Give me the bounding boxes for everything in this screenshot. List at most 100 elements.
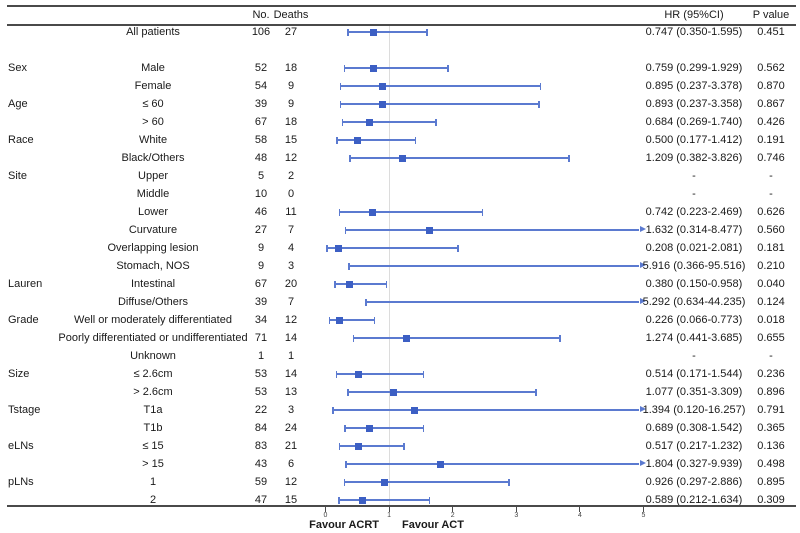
no-value: 48 [254,152,268,164]
ci-cap-right [568,154,570,162]
subgroup-label: Lower [138,206,168,218]
subgroup-label: Poorly differentiated or undifferentiate… [58,332,248,344]
subgroup-label: T1b [143,422,163,434]
deaths-value: 18 [284,116,298,128]
p-value: 0.562 [757,62,785,74]
no-value: 54 [254,80,268,92]
hr-point-marker [353,136,361,144]
p-value: 0.498 [757,458,785,470]
hr-point-marker [336,316,344,324]
p-value: 0.791 [757,404,785,416]
deaths-value: 11 [285,206,297,218]
hr-point-marker [354,370,362,378]
column-header-no: No. [252,9,270,21]
subgroup-label: Intestinal [130,278,176,290]
ci-cap-left [346,28,349,36]
hr-point-marker [335,244,343,252]
hr-ci-value: - [692,170,696,182]
no-value: 59 [254,476,268,488]
p-value: 0.895 [757,476,785,488]
p-value: 0.896 [757,386,785,398]
ci-line [329,319,375,321]
ci-cap-right [414,136,417,144]
ci-line [338,499,430,501]
hr-point-marker [359,496,367,504]
ci-line [339,445,404,447]
ci-line [347,31,427,33]
ci-line [326,247,458,249]
no-value: 27 [254,224,268,236]
no-value: 71 [254,332,268,344]
ci-cap-left [344,424,346,432]
ci-cap-right [403,442,405,450]
group-label: Site [8,170,27,182]
no-value: 53 [254,386,268,398]
hr-point-marker [369,28,377,36]
p-value: 0.040 [757,278,785,290]
no-value: 39 [254,98,268,110]
p-value: 0.626 [757,206,785,218]
deaths-value: 18 [284,62,298,74]
no-value: 47 [254,494,268,506]
hr-ci-value: - [692,188,696,200]
deaths-value: 4 [287,242,295,254]
axis-tick [452,506,454,512]
deaths-value: 3 [287,260,295,272]
hr-ci-value: 0.589 (0.212-1.634) [645,494,743,506]
ci-line [345,229,640,231]
no-value: 52 [254,62,268,74]
hr-point-marker [398,154,406,162]
subgroup-label: > 2.6cm [133,386,173,398]
hr-point-marker [365,118,373,126]
deaths-value: 14 [284,332,298,344]
p-value: 0.236 [757,368,785,380]
ci-cap-left [345,460,348,468]
ci-arrowhead [639,460,646,467]
ci-line [348,265,640,267]
ci-cap-left [347,388,349,396]
deaths-value: 6 [287,458,295,470]
ci-line [335,283,387,285]
p-value: - [769,350,773,362]
ci-line [344,67,449,69]
hr-ci-value: 0.926 (0.297-2.886) [645,476,743,488]
hr-ci-value: 0.226 (0.066-0.773) [645,314,743,326]
deaths-value: 7 [287,224,295,236]
hr-ci-value: 0.747 (0.350-1.595) [645,26,743,38]
group-label: Tstage [8,404,41,416]
deaths-value: 12 [284,314,298,326]
no-value: 10 [254,188,268,200]
deaths-value: 13 [284,386,298,398]
header-rule [7,24,796,26]
hr-point-marker [425,226,433,234]
ci-arrowhead [639,298,646,305]
no-value: 22 [254,404,268,416]
hr-ci-value: 0.689 (0.308-1.542) [645,422,743,434]
p-value: 0.870 [757,80,785,92]
ci-cap-right [559,334,561,342]
hr-ci-value: 1.274 (0.441-3.685) [645,332,743,344]
subgroup-label: Black/Others [121,152,185,164]
group-label: Size [8,368,30,380]
subgroup-label: Diffuse/Others [117,296,189,308]
no-value: 43 [254,458,268,470]
subgroup-label: Female [134,80,172,92]
deaths-value: 15 [284,494,298,506]
ci-cap-left [338,496,340,504]
deaths-value: 12 [284,152,298,164]
no-value: 53 [254,368,268,380]
subgroup-label: Male [141,62,165,74]
hr-point-marker [378,100,386,108]
hr-ci-value: 0.517 (0.217-1.232) [645,440,743,452]
ci-cap-left [338,442,341,450]
no-value: 106 [251,26,271,38]
ci-cap-right [539,82,542,90]
p-value: 0.181 [757,242,785,254]
group-label: pLNs [8,476,34,488]
subgroup-label: Unknown [130,350,176,362]
subgroup-label: White [138,134,168,146]
ci-cap-right [426,28,428,36]
hr-point-marker [410,406,418,414]
ci-cap-left [335,370,338,378]
ci-line [353,337,560,339]
